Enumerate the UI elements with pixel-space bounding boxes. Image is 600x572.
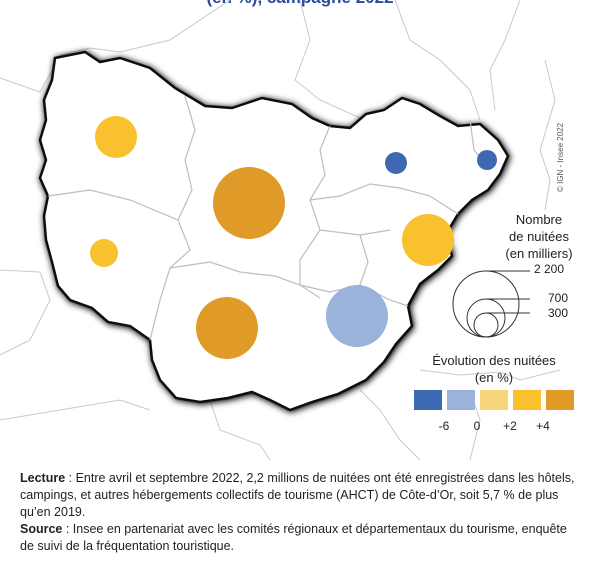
neighbor-borders [0,0,561,460]
region-map [0,0,574,460]
region-outline [38,50,510,412]
color-class-3 [480,390,508,410]
map-credit: © IGN - Insee 2022 [556,122,565,192]
source-text: : Insee en partenariat avec les comités … [20,522,567,553]
size-legend-symbols [452,270,530,338]
color-scale-tick: +2 [503,419,517,433]
source-note: Source : Insee en partenariat avec les c… [20,521,580,555]
color-scale-tick: +4 [536,419,550,433]
department-circle [90,239,118,267]
department-circle [95,116,137,158]
department-boundaries [47,95,491,341]
size-legend-title: Nombre de nuitées (en milliers) [494,211,584,262]
color-class-5 [546,390,574,410]
size-legend-label: 700 [548,291,569,305]
map-notes: Lecture : Entre avril et septembre 2022,… [20,470,580,555]
department-circle [477,150,497,170]
lecture-label: Lecture [20,471,66,485]
color-class-1 [414,390,442,410]
size-legend-title-line2: de nuitées [509,229,569,244]
department-circle [326,285,388,347]
department-circle [385,152,407,174]
color-class-2 [447,390,475,410]
department-circle [196,297,258,359]
source-label: Source [20,522,63,536]
size-legend-title-line1: Nombre [515,212,563,227]
department-circle [402,214,454,266]
color-legend-title-line1: Évolution des nuitées [432,353,556,368]
color-scale-tick: -6 [438,419,450,433]
size-legend-label: 300 [548,306,569,320]
department-circle [213,167,285,239]
map-title-fragment: (en %), campagne 2022 [0,0,600,8]
size-legend-title-line3: (en milliers) [505,246,573,261]
color-legend-title: Évolution des nuitées (en %) [414,352,574,386]
color-scale [414,390,574,410]
size-legend-label: 2 200 [534,262,565,276]
color-legend-title-line2: (en %) [474,370,514,385]
color-class-4 [513,390,541,410]
lecture-text: : Entre avril et septembre 2022, 2,2 mil… [20,471,575,519]
color-scale-tick: 0 [473,419,481,433]
lecture-note: Lecture : Entre avril et septembre 2022,… [20,470,580,521]
